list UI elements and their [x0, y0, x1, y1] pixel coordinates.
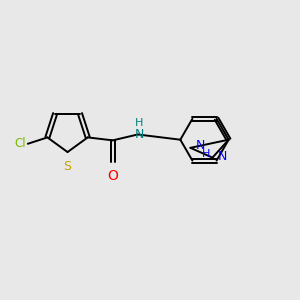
- Text: N: N: [218, 150, 227, 163]
- Text: O: O: [107, 169, 118, 183]
- Text: S: S: [64, 160, 72, 173]
- Text: N: N: [196, 139, 205, 152]
- Text: H: H: [202, 149, 210, 159]
- Text: N: N: [135, 128, 144, 141]
- Text: H: H: [135, 118, 144, 128]
- Text: Cl: Cl: [14, 137, 26, 150]
